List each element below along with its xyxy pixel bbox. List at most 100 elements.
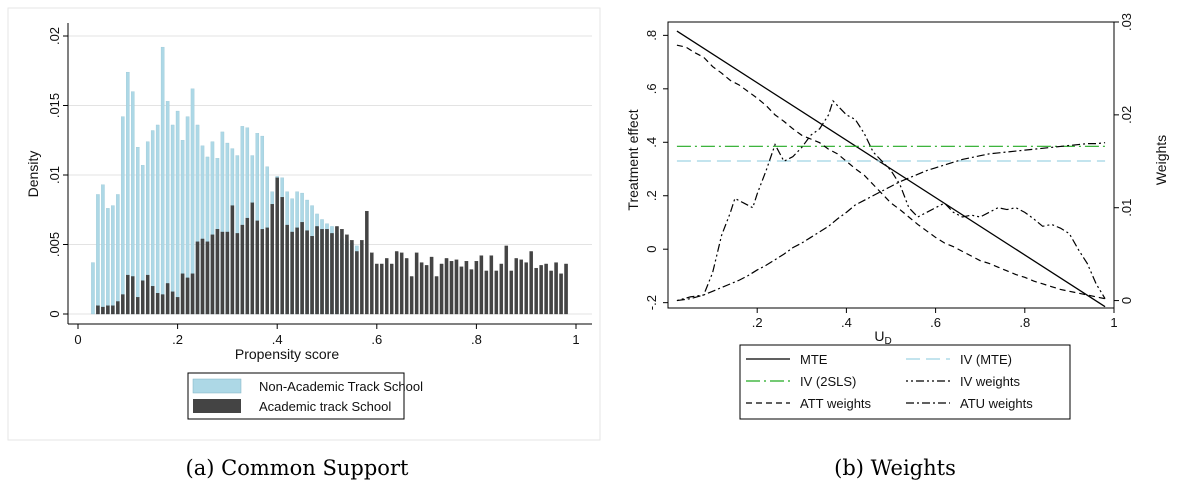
bar-academic xyxy=(385,258,389,315)
panel-a-xtick-label: .6 xyxy=(371,332,382,347)
panel-b-plot-frame xyxy=(667,21,1115,309)
panel-a-xtick-label: .4 xyxy=(272,332,283,347)
bar-academic xyxy=(469,269,474,315)
panel-b-xlabel: UD xyxy=(874,328,891,347)
bar-non-academic xyxy=(175,110,180,315)
bar-academic xyxy=(459,266,464,315)
legend-label-non-academic: Non-Academic Track School xyxy=(259,379,423,394)
caption-right: (b) Weights xyxy=(834,456,956,480)
bar-academic xyxy=(394,251,399,315)
bar-academic xyxy=(185,277,190,315)
bar-academic xyxy=(454,259,459,315)
bar-academic xyxy=(260,229,265,315)
panel-b-y2label: Weights xyxy=(1153,135,1169,185)
bar-academic xyxy=(180,273,185,315)
bar-academic xyxy=(429,256,434,315)
bar-academic xyxy=(320,229,324,315)
panel-b-xtick-label: 1 xyxy=(1110,315,1117,330)
bar-academic xyxy=(534,267,538,315)
legend-label-mte: MTE xyxy=(800,352,828,367)
panel-b-xlabel-main: U xyxy=(874,328,884,344)
bar-academic xyxy=(335,226,339,315)
line-atu-weights xyxy=(676,142,1106,302)
bar-academic xyxy=(559,273,563,315)
bar-academic xyxy=(504,245,509,315)
bar-non-academic xyxy=(101,184,105,315)
panel-b-y2tick-label: 0 xyxy=(1119,297,1134,304)
bar-academic xyxy=(389,263,394,315)
bar-academic xyxy=(325,229,329,315)
bar-non-academic xyxy=(136,147,140,315)
bar-non-academic xyxy=(116,194,120,315)
bar-academic xyxy=(479,255,484,315)
panel-b-xtick-label: .8 xyxy=(1019,315,1030,330)
line-att-weights xyxy=(676,44,1106,300)
bar-academic xyxy=(295,227,299,315)
legend-label-iv-2sls: IV (2SLS) xyxy=(800,374,856,389)
bar-non-academic xyxy=(170,124,175,315)
panel-b-xtick-label: .2 xyxy=(752,315,763,330)
bar-academic xyxy=(310,236,314,315)
panel-a-ytick-label: .01 xyxy=(47,166,62,184)
bar-academic xyxy=(96,305,100,315)
panel-b-ytick-label: .4 xyxy=(644,137,659,148)
panel-a-ytick-label: .005 xyxy=(47,232,62,257)
panel-a-ylabel: Density xyxy=(25,151,41,198)
bar-academic xyxy=(220,231,225,315)
bar-academic xyxy=(121,294,125,315)
bar-academic xyxy=(424,265,429,315)
bar-academic xyxy=(340,229,344,315)
bar-academic xyxy=(315,226,319,315)
panel-a-xlabel: Propensity score xyxy=(235,346,339,362)
bar-academic xyxy=(499,263,504,315)
bar-academic xyxy=(150,286,155,315)
bar-non-academic xyxy=(111,205,115,315)
bar-academic xyxy=(280,197,284,315)
bar-academic xyxy=(275,177,279,315)
panel-b-ytick-label: .6 xyxy=(644,83,659,94)
bar-non-academic xyxy=(121,116,125,315)
caption-left: (a) Common Support xyxy=(186,456,409,480)
bar-academic xyxy=(205,241,210,315)
panel-b-lines xyxy=(676,30,1106,308)
bar-academic xyxy=(564,263,568,315)
bar-academic xyxy=(489,255,494,315)
panel-b-ytick-label: 0 xyxy=(644,246,659,253)
panel-a-ticks: 0 .2 .4 .6 .8 1 0 .005 .01 .015 .02 xyxy=(47,27,580,347)
bar-academic xyxy=(380,263,384,315)
bar-non-academic xyxy=(96,194,100,315)
bar-academic xyxy=(116,301,120,315)
bar-academic xyxy=(215,229,220,315)
bar-academic xyxy=(131,276,135,315)
panel-b-legend-box xyxy=(739,344,1071,420)
bar-academic xyxy=(544,263,548,315)
panel-a-bars xyxy=(91,46,568,315)
bar-academic xyxy=(160,294,165,315)
bar-academic xyxy=(549,270,553,315)
bar-academic xyxy=(345,234,349,315)
bar-academic xyxy=(399,252,404,315)
panel-a-ytick-label: .015 xyxy=(47,93,62,118)
bar-non-academic xyxy=(165,101,170,315)
bar-academic xyxy=(524,262,528,315)
bar-academic xyxy=(270,204,274,315)
panel-b-weights: .2 .4 .6 .8 1 -.2 0 .2 .4 .6 .8 0 .01 .02 .03 UD Treat… xyxy=(606,8,1180,440)
panel-b-legend: MTE IV (MTE) IV (2SLS) IV weights ATT weight… xyxy=(739,344,1071,420)
bar-academic xyxy=(449,261,454,315)
bar-academic xyxy=(200,238,205,315)
bar-academic xyxy=(126,274,130,315)
bar-academic xyxy=(365,210,369,315)
panel-b-xlabel-subscript: D xyxy=(884,336,891,347)
panel-b-xtick-label: .6 xyxy=(930,315,941,330)
panel-a-legend: Non-Academic Track School Academic track… xyxy=(187,372,423,420)
legend-swatch-academic xyxy=(193,399,241,413)
line-mte xyxy=(676,30,1106,308)
bar-academic xyxy=(419,262,424,315)
bar-academic xyxy=(494,270,499,315)
bar-academic xyxy=(370,252,374,315)
panel-a-xtick-label: 1 xyxy=(572,332,579,347)
panel-a-xtick-label: 0 xyxy=(74,332,81,347)
bar-academic xyxy=(434,276,439,315)
panel-b-ytick-label: .8 xyxy=(644,30,659,41)
bar-academic xyxy=(539,265,543,315)
